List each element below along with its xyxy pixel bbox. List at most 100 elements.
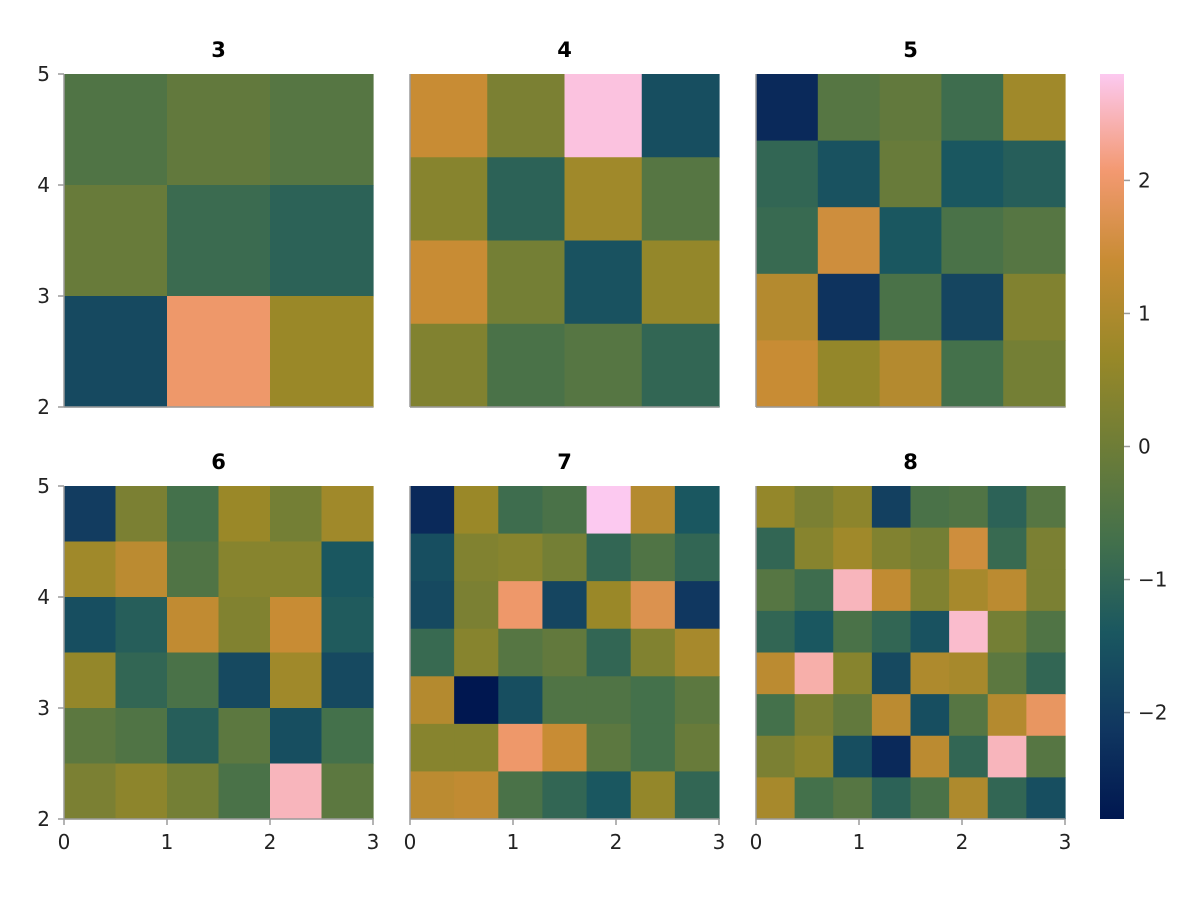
heatmap-cell [218,652,271,709]
heatmap-cell [586,771,632,820]
heatmap-cell [987,777,1027,820]
panels-layer: 3 2 3 4 5 4 5 6 2 3 4 5 0 1 2 3 7 0 1 2 3 8 0 1 2 3 [37,38,1071,854]
heatmap-cell [454,771,499,820]
x-tick-label: 0 [404,830,417,854]
heatmap-cell [410,581,455,630]
heatmap-cell [910,527,950,570]
y-tick-label: 4 [37,173,50,197]
heatmap-cell [756,610,796,654]
heatmap-cell [871,610,912,654]
heatmap-cell [756,74,819,142]
heatmap-cell [498,771,544,820]
heatmap-cell [833,527,873,570]
heatmap-cell [115,597,168,654]
heatmap-cell [1003,340,1066,408]
x-tick-label: 0 [750,830,763,854]
heatmap-cell [756,777,796,820]
heatmap-cell [941,340,1004,408]
heatmap-cell [321,597,374,654]
heatmap-cell [630,533,676,582]
heatmap-cell [542,486,588,535]
heatmap-cell [987,735,1027,778]
x-tick-label: 3 [1059,830,1072,854]
heatmap-cell [1026,777,1066,820]
panel-title: 4 [557,38,572,62]
heatmap-cell [833,777,873,820]
heatmap-cell [794,652,834,695]
heatmap-cell [270,597,323,654]
heatmap-cell [630,486,676,535]
heatmap-cell [115,708,168,765]
heatmap-cell [410,676,455,725]
heatmap-cell [218,597,271,654]
heatmap-cell [756,207,819,275]
heatmap-cell [454,723,499,773]
heatmap-cell [833,610,873,654]
heatmap-cell [987,527,1027,570]
heatmap-cell [167,74,271,186]
heatmap-cell [817,207,881,275]
heatmap-cell [64,486,117,543]
heatmap-cell [879,207,942,275]
heatmap-cell [794,610,834,654]
x-tick-label: 2 [264,830,277,854]
heatmap-cell [218,541,271,598]
heatmap-cell [410,486,455,535]
heatmap-cell [756,486,796,529]
heatmap-cell [833,652,873,695]
x-tick-label: 2 [610,830,623,854]
heatmap-cell [454,533,499,582]
heatmap-cell [941,74,1004,142]
heatmap-cell [167,652,220,709]
heatmap-cell [115,763,168,820]
heatmap-cell [1026,610,1066,654]
heatmap-cell [674,628,720,677]
heatmap-cell [64,74,168,186]
colorbar-tick-label: −1 [1138,568,1167,592]
heatmap-cell [542,723,588,773]
heatmap-cell [167,486,220,543]
heatmap-cell [410,323,488,408]
heatmap-cell [321,652,374,709]
x-tick-label: 2 [956,830,969,854]
heatmap-panel-6: 6 2 3 4 5 0 1 2 3 [37,450,379,854]
heatmap-cell [641,157,720,242]
y-tick-label: 2 [37,395,50,419]
heatmap-cell [542,581,588,630]
heatmap-cell [586,628,632,677]
heatmap-cell [64,652,117,709]
heatmap-cell [817,273,881,341]
heatmap-cell [167,597,220,654]
heatmap-cell [1026,527,1066,570]
heatmap-cell [498,676,544,725]
heatmap-cell [910,777,950,820]
heatmap-cell [218,763,271,820]
heatmap-cell [270,296,374,408]
heatmap-cell [564,157,643,242]
heatmap-cell [941,273,1004,341]
heatmap-cell [641,323,720,408]
x-tick-label: 0 [58,830,71,854]
heatmap-cell [630,628,676,677]
heatmap-cell [64,763,117,820]
heatmap-cell [987,569,1027,612]
panel-title: 3 [211,38,226,62]
heatmap-cell [410,533,455,582]
heatmap-cell [542,628,588,677]
heatmap-cell [218,486,271,543]
heatmap-cell [270,74,374,186]
heatmap-cell [879,140,942,208]
heatmap-cell [794,777,834,820]
heatmap-cell [949,610,989,654]
heatmap-cell [674,771,720,820]
heatmap-cell [487,157,566,242]
heatmap-cell [987,652,1027,695]
x-tick-label: 1 [853,830,866,854]
heatmap-cell [910,569,950,612]
heatmap-cell [641,240,720,325]
panel-title: 5 [903,38,918,62]
heatmap-cell [817,140,881,208]
heatmap-cell [218,708,271,765]
heatmap-cell [833,694,873,737]
heatmap-cell [674,581,720,630]
